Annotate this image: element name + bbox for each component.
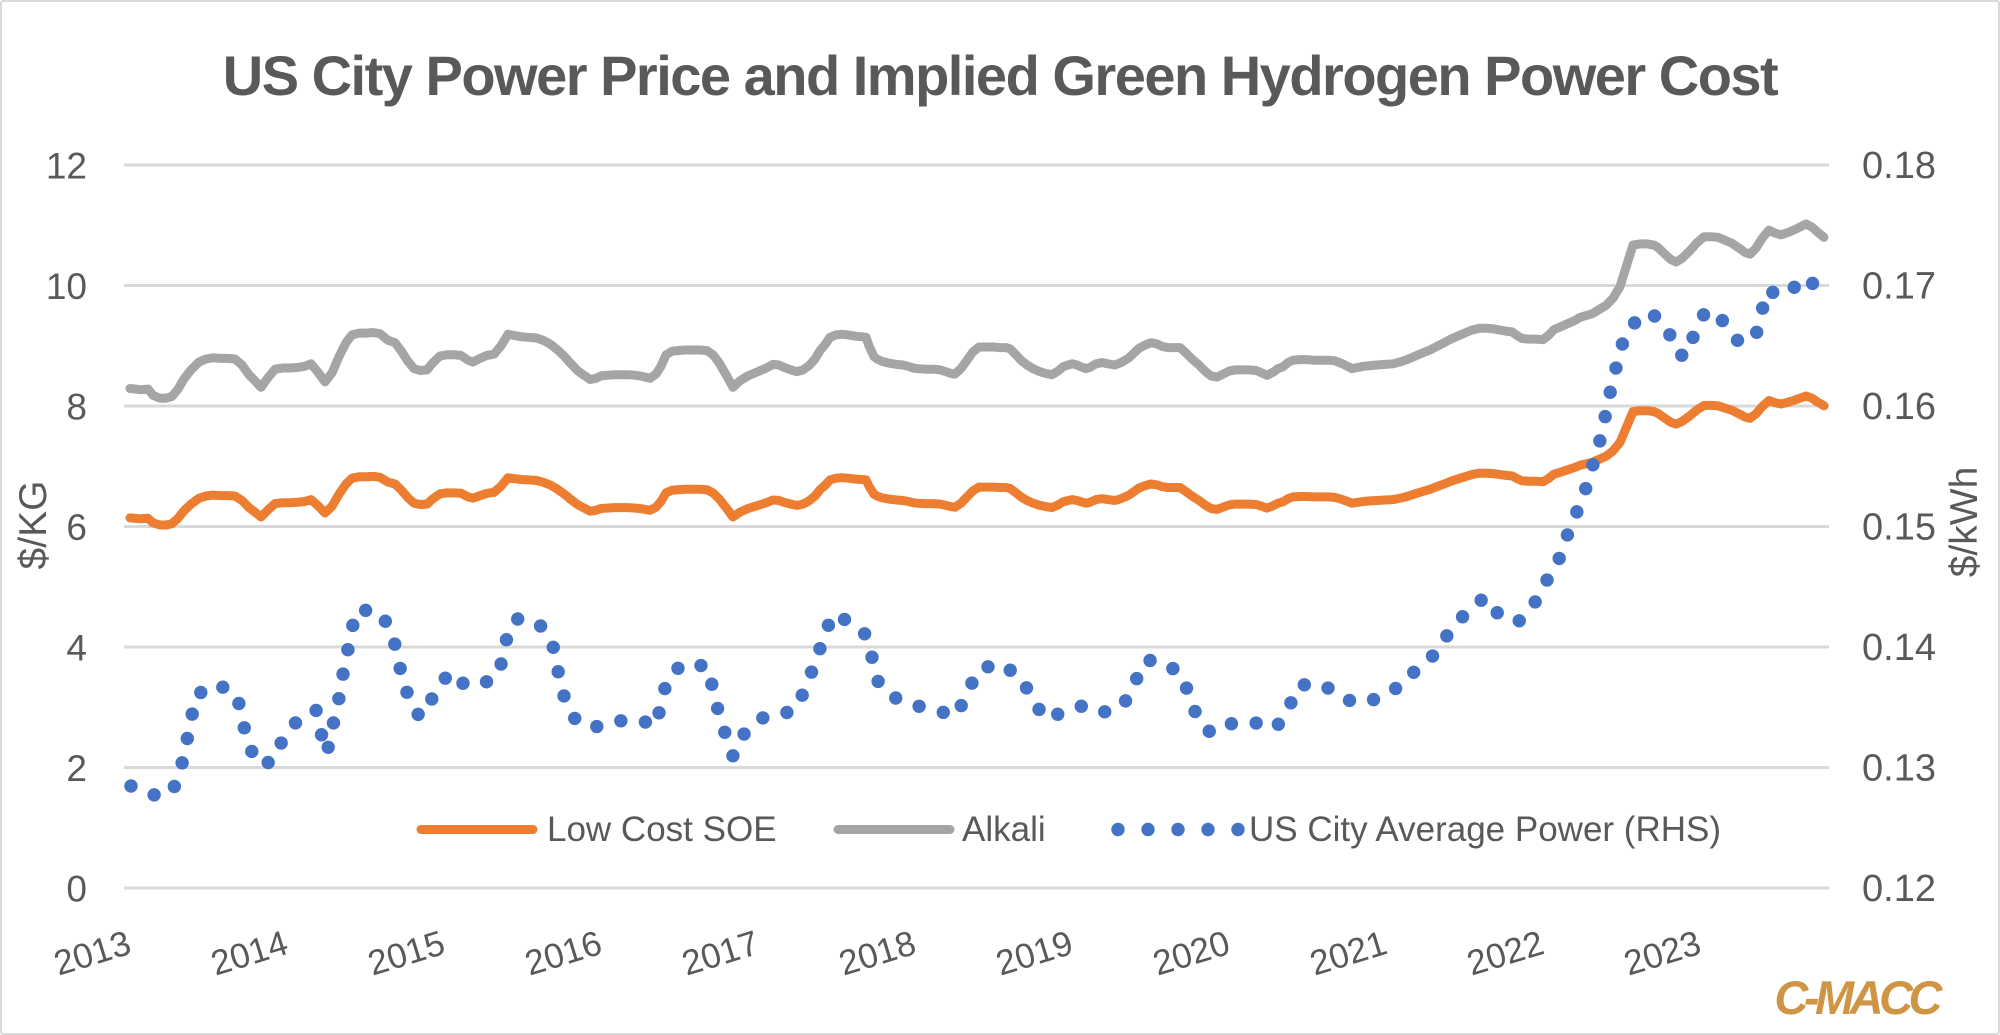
svg-text:0.12: 0.12 [1862, 868, 1936, 910]
svg-text:2022: 2022 [1462, 923, 1548, 983]
svg-text:0.13: 0.13 [1862, 748, 1936, 790]
svg-text:Alkali: Alkali [962, 810, 1046, 849]
svg-text:12: 12 [46, 146, 87, 187]
svg-text:2021: 2021 [1305, 923, 1391, 983]
svg-text:0.17: 0.17 [1862, 266, 1936, 308]
svg-text:6: 6 [66, 507, 87, 548]
svg-text:Low Cost SOE: Low Cost SOE [547, 810, 777, 849]
svg-text:US City Average Power (RHS): US City Average Power (RHS) [1249, 810, 1721, 849]
svg-text:2019: 2019 [991, 923, 1077, 983]
svg-text:2016: 2016 [520, 923, 606, 983]
svg-text:2020: 2020 [1148, 923, 1234, 983]
svg-text:$/KG: $/KG [12, 481, 55, 570]
svg-text:US City Power Price and Implie: US City Power Price and Implied Green Hy… [223, 44, 1778, 107]
svg-text:2018: 2018 [834, 923, 920, 983]
svg-text:0.18: 0.18 [1862, 145, 1936, 187]
svg-text:2023: 2023 [1619, 923, 1705, 983]
svg-text:0.14: 0.14 [1862, 627, 1936, 669]
svg-text:0.16: 0.16 [1862, 386, 1936, 428]
svg-text:2: 2 [66, 748, 87, 789]
svg-text:0: 0 [66, 869, 87, 910]
svg-text:4: 4 [66, 628, 87, 669]
svg-text:2013: 2013 [49, 923, 135, 983]
svg-text:8: 8 [66, 387, 87, 428]
svg-text:10: 10 [46, 266, 87, 307]
svg-text:2015: 2015 [363, 923, 449, 983]
svg-text:C-MACC: C-MACC [1774, 971, 1943, 1024]
svg-text:0.15: 0.15 [1862, 507, 1936, 549]
svg-text:$/kWh: $/kWh [1943, 467, 1986, 578]
svg-text:2017: 2017 [677, 923, 763, 983]
svg-text:2014: 2014 [206, 923, 292, 983]
